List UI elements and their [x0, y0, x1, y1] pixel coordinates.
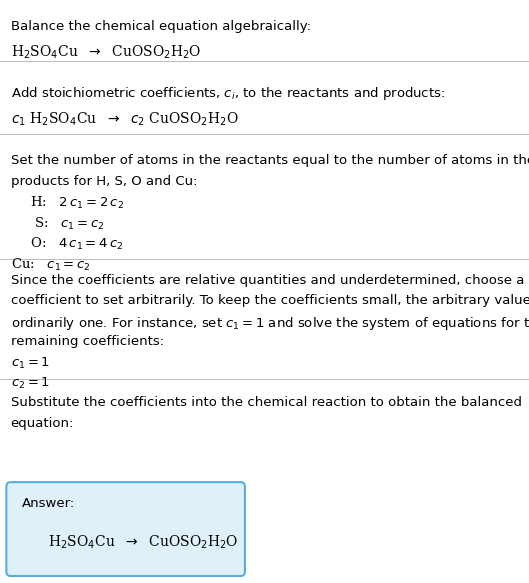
Text: $c_1$ H$_2$SO$_4$Cu  $\rightarrow$  $c_2$ CuOSO$_2$H$_2$O: $c_1$ H$_2$SO$_4$Cu $\rightarrow$ $c_2$ … — [11, 111, 238, 128]
Text: Set the number of atoms in the reactants equal to the number of atoms in the: Set the number of atoms in the reactants… — [11, 154, 529, 167]
Text: Cu:   $c_1 = c_2$: Cu: $c_1 = c_2$ — [11, 257, 90, 273]
Text: Add stoichiometric coefficients, $c_i$, to the reactants and products:: Add stoichiometric coefficients, $c_i$, … — [11, 85, 445, 101]
Text: Balance the chemical equation algebraically:: Balance the chemical equation algebraica… — [11, 20, 311, 33]
Text: $c_2 = 1$: $c_2 = 1$ — [11, 376, 50, 391]
Text: coefficient to set arbitrarily. To keep the coefficients small, the arbitrary va: coefficient to set arbitrarily. To keep … — [11, 294, 529, 307]
Text: $c_1 = 1$: $c_1 = 1$ — [11, 356, 50, 371]
Text: H$_2$SO$_4$Cu  $\rightarrow$  CuOSO$_2$H$_2$O: H$_2$SO$_4$Cu $\rightarrow$ CuOSO$_2$H$_… — [48, 533, 238, 551]
Text: equation:: equation: — [11, 417, 74, 430]
Text: H$_2$SO$_4$Cu  $\rightarrow$  CuOSO$_2$H$_2$O: H$_2$SO$_4$Cu $\rightarrow$ CuOSO$_2$H$_… — [11, 44, 201, 61]
Text: Since the coefficients are relative quantities and underdetermined, choose a: Since the coefficients are relative quan… — [11, 274, 524, 287]
Text: H:   $2\,c_1 = 2\,c_2$: H: $2\,c_1 = 2\,c_2$ — [26, 195, 124, 212]
FancyBboxPatch shape — [6, 482, 245, 576]
Text: Substitute the coefficients into the chemical reaction to obtain the balanced: Substitute the coefficients into the che… — [11, 396, 522, 409]
Text: products for H, S, O and Cu:: products for H, S, O and Cu: — [11, 175, 197, 188]
Text: S:   $c_1 = c_2$: S: $c_1 = c_2$ — [26, 216, 105, 232]
Text: O:   $4\,c_1 = 4\,c_2$: O: $4\,c_1 = 4\,c_2$ — [26, 236, 124, 252]
Text: remaining coefficients:: remaining coefficients: — [11, 335, 163, 348]
Text: ordinarily one. For instance, set $c_1 = 1$ and solve the system of equations fo: ordinarily one. For instance, set $c_1 =… — [11, 315, 529, 332]
Text: Answer:: Answer: — [22, 497, 76, 510]
